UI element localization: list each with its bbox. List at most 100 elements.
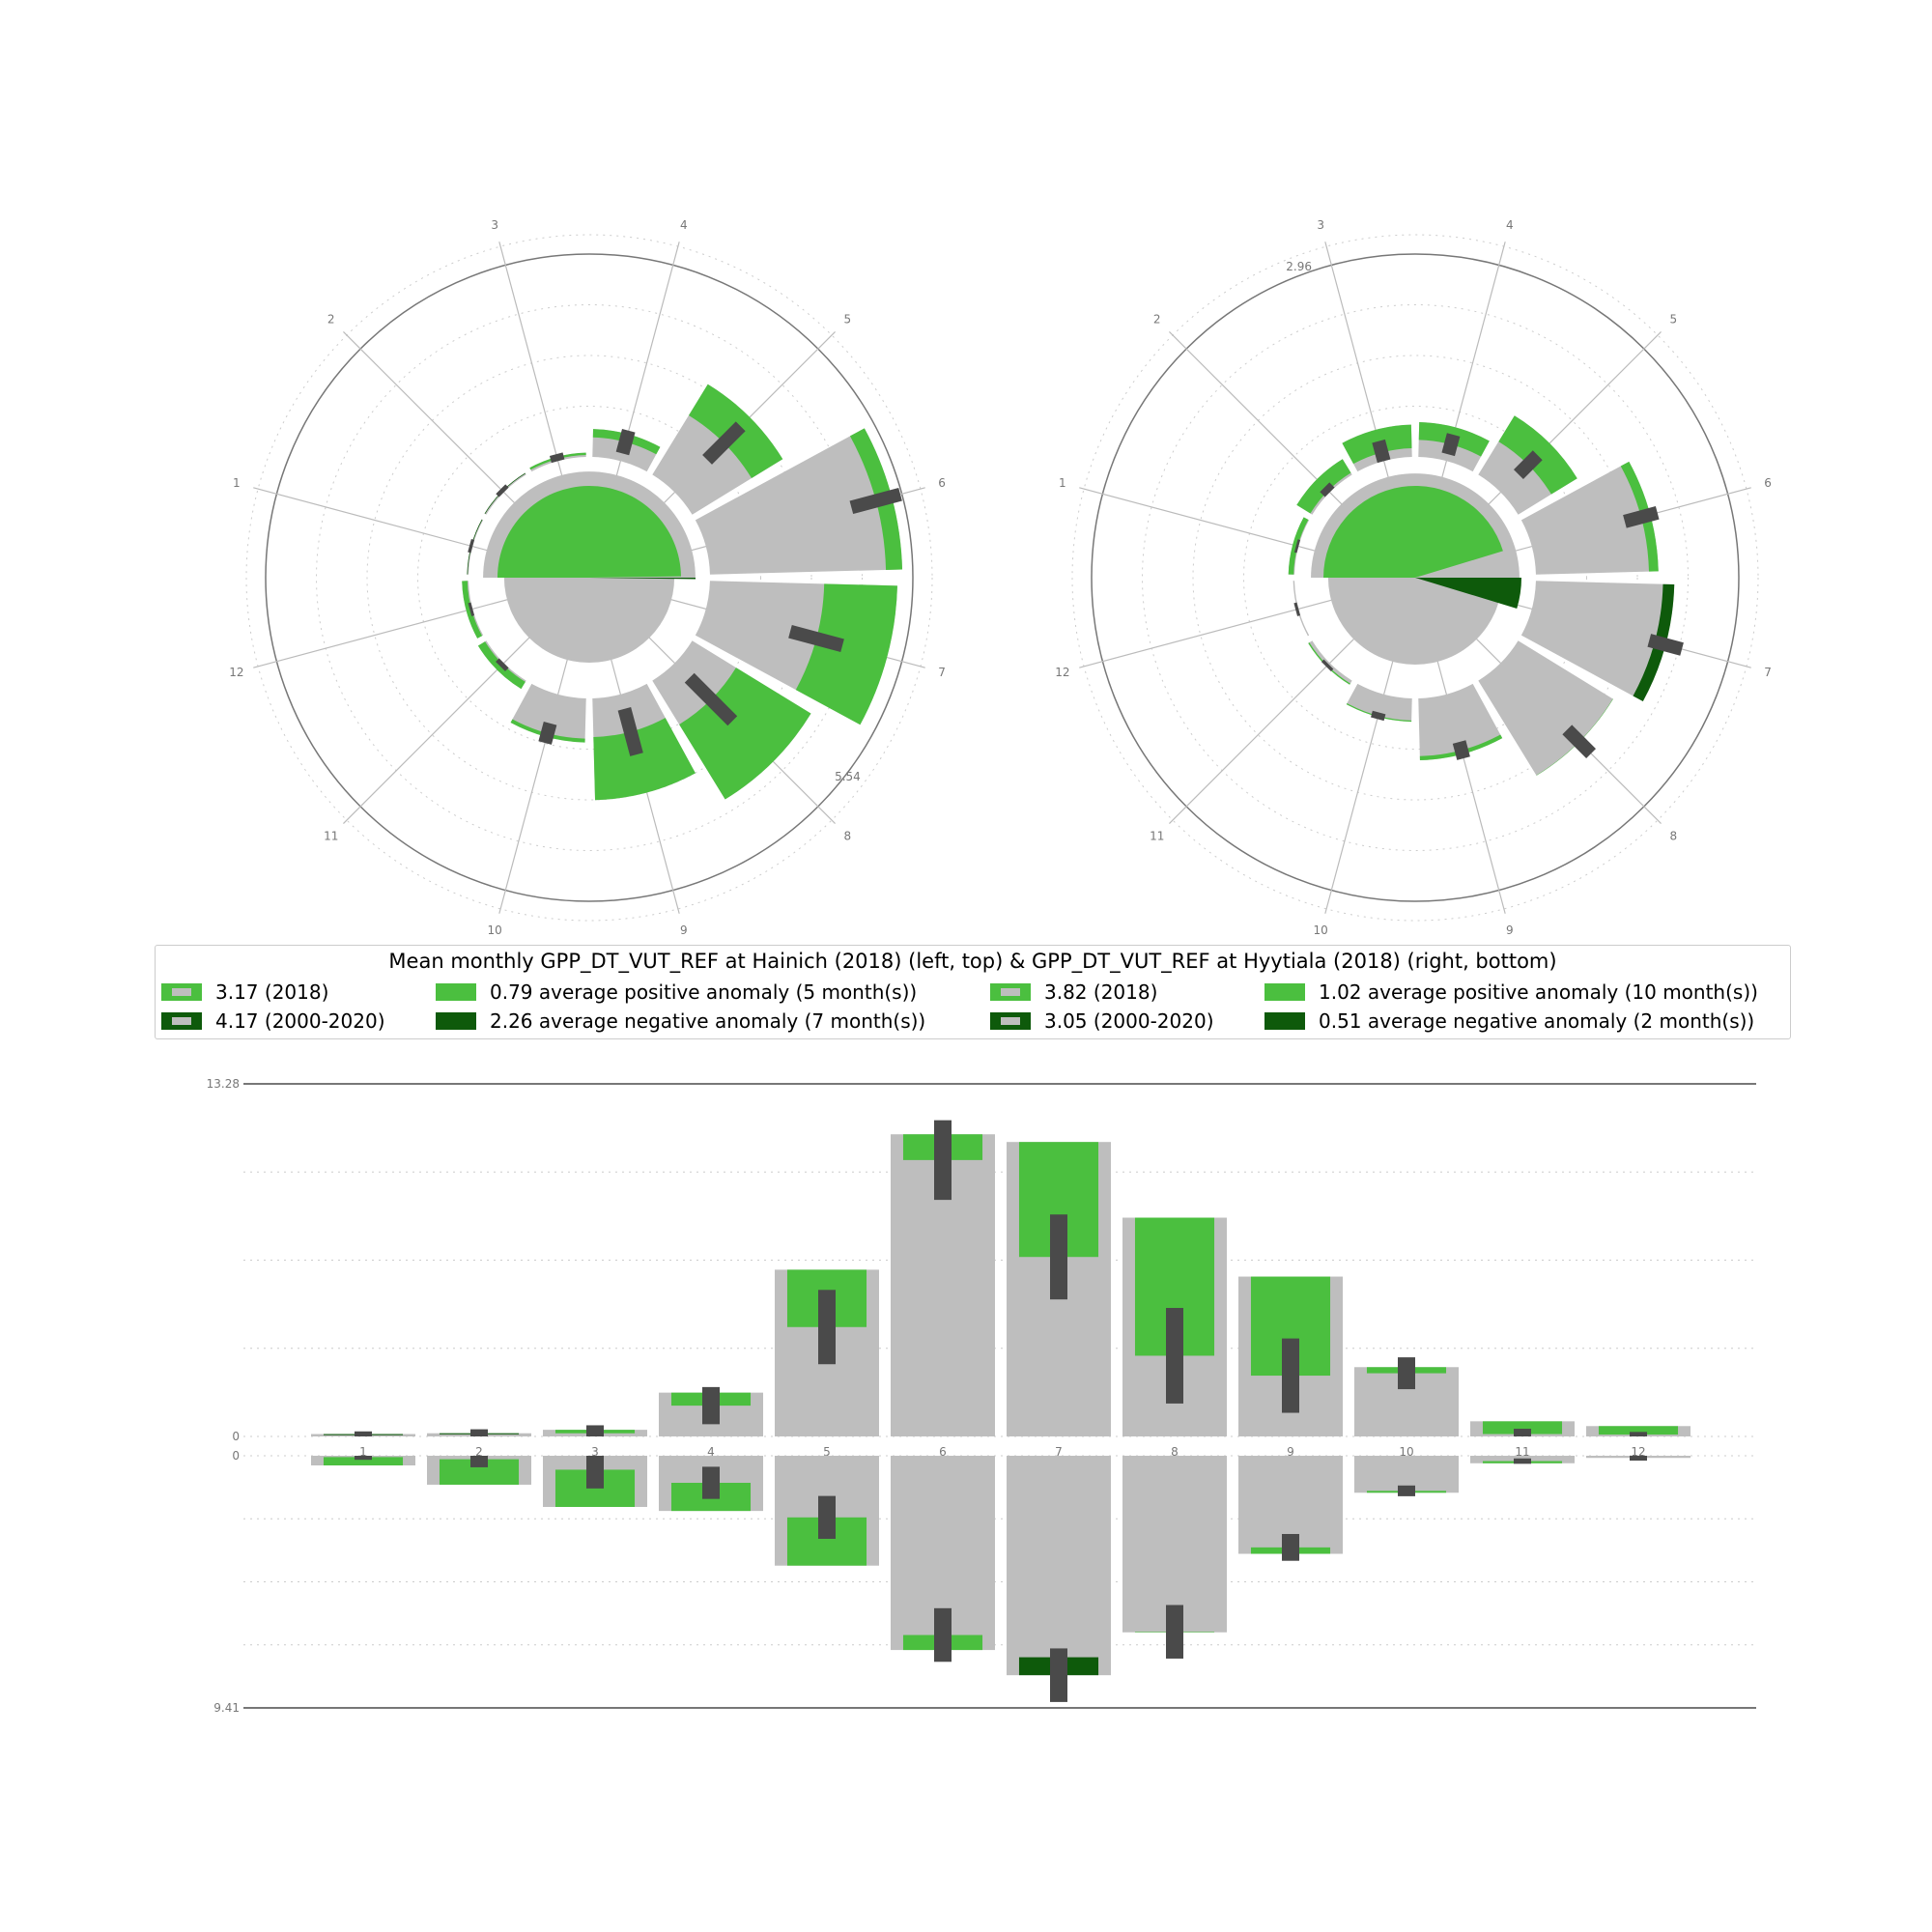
bar-x-tick: 2 bbox=[475, 1445, 483, 1459]
bar-y-tick: 9.41 bbox=[213, 1701, 240, 1715]
bar-y-tick: 0 bbox=[232, 1449, 240, 1463]
polar-month-label: 3 bbox=[491, 218, 498, 232]
bar-x-tick: 9 bbox=[1287, 1445, 1294, 1459]
polar-month-label: 9 bbox=[680, 923, 688, 937]
polar-month-label: 11 bbox=[1150, 829, 1164, 842]
polar-error-bar bbox=[1321, 659, 1334, 672]
legend-swatch bbox=[436, 1012, 476, 1030]
polar-month-label: 5 bbox=[1669, 313, 1677, 327]
polar-grid-circle bbox=[245, 234, 933, 922]
polar-error-bar bbox=[538, 722, 557, 745]
legend-label: 3.05 (2000-2020) bbox=[1044, 1009, 1214, 1033]
polar-grid-circle bbox=[1142, 304, 1689, 851]
bar-error-bar bbox=[1630, 1456, 1647, 1461]
polar-bar-anomaly-positive bbox=[593, 718, 696, 801]
polar-bar-actual bbox=[1293, 581, 1310, 637]
legend-title: Mean monthly GPP_DT_VUT_REF at Hainich (… bbox=[388, 950, 1557, 973]
polar-bar-anomaly-negative bbox=[1633, 583, 1675, 702]
polar-error-bar bbox=[1293, 539, 1301, 554]
polar-month-label: 5 bbox=[843, 313, 851, 327]
polar-grid-circle bbox=[1243, 406, 1587, 750]
polar-error-bar bbox=[1647, 634, 1684, 656]
polar-grid-circle bbox=[1071, 234, 1759, 922]
polar-error-bar bbox=[468, 539, 475, 554]
legend-item-hainich-negative: 2.26 average negative anomaly (7 month(s… bbox=[436, 1009, 925, 1033]
polar-error-bar bbox=[684, 672, 738, 726]
legend-swatch bbox=[161, 1012, 202, 1030]
bar-error-bar bbox=[1514, 1458, 1531, 1464]
bar-anomaly-positive bbox=[1598, 1426, 1679, 1435]
bar-error-bar bbox=[470, 1429, 488, 1436]
polar-grid-circle bbox=[417, 406, 761, 750]
polar-pie-positive bbox=[1323, 485, 1503, 578]
polar-bar-actual bbox=[1418, 683, 1503, 760]
polar-error-bar bbox=[615, 429, 636, 456]
bar-actual bbox=[1007, 1456, 1111, 1676]
polar-bar-actual bbox=[1520, 581, 1675, 702]
legend-item-hainich-2018: 3.17 (2018) bbox=[161, 980, 328, 1004]
polar-bar-anomaly-positive bbox=[795, 583, 897, 725]
bar-x-tick: 7 bbox=[1055, 1445, 1063, 1459]
polar-error-bar bbox=[788, 624, 844, 652]
polar-bar-actual bbox=[1478, 640, 1613, 776]
bar-anomaly-positive bbox=[1482, 1421, 1563, 1435]
polar-error-bar bbox=[617, 706, 643, 756]
bar-error-bar bbox=[355, 1431, 372, 1436]
polar-bar-anomaly-positive bbox=[462, 581, 483, 639]
legend-item-hainich-ref: 4.17 (2000-2020) bbox=[161, 1009, 385, 1033]
polar-month-label: 12 bbox=[1055, 666, 1069, 679]
polar-error-bar bbox=[1514, 450, 1543, 479]
polar-month-label: 4 bbox=[1506, 218, 1514, 232]
polar-bar-anomaly-positive bbox=[1296, 459, 1351, 514]
polar-bar-anomaly-positive bbox=[1620, 461, 1659, 572]
bar-error-bar bbox=[818, 1495, 836, 1539]
bar-error-bar bbox=[1166, 1605, 1183, 1659]
polar-bar-anomaly-positive bbox=[1419, 734, 1503, 760]
legend-label: 1.02 average positive anomaly (10 month(… bbox=[1319, 980, 1758, 1004]
bar-error-bar bbox=[1166, 1307, 1183, 1404]
polar-month-label: 8 bbox=[843, 829, 851, 842]
bar-error-bar bbox=[818, 1290, 836, 1365]
polar-bar-actual bbox=[1346, 683, 1412, 723]
polar-error-bar bbox=[1623, 506, 1660, 528]
bar-error-bar bbox=[702, 1466, 720, 1499]
polar-grid-circle bbox=[316, 304, 863, 851]
polar-month-label: 10 bbox=[488, 923, 502, 937]
legend-item-hyytiala-2018: 3.82 (2018) bbox=[990, 980, 1157, 1004]
legend: Mean monthly GPP_DT_VUT_REF at Hainich (… bbox=[155, 945, 1791, 1039]
polar-bar-actual bbox=[1308, 640, 1352, 685]
polar-error-bar bbox=[702, 421, 746, 465]
bar-y-tick: 13.28 bbox=[207, 1077, 240, 1091]
polar-month-label: 1 bbox=[1059, 476, 1066, 490]
polar-month-label: 7 bbox=[938, 666, 946, 679]
bar-x-tick: 6 bbox=[939, 1445, 947, 1459]
legend-swatch bbox=[1264, 1012, 1305, 1030]
bar-x-tick: 11 bbox=[1515, 1445, 1529, 1459]
bar-error-bar bbox=[586, 1425, 604, 1436]
legend-label: 3.82 (2018) bbox=[1044, 980, 1158, 1004]
legend-item-hyytiala-positive: 1.02 average positive anomaly (10 month(… bbox=[1264, 980, 1758, 1004]
polar-error-bar bbox=[1371, 710, 1386, 722]
legend-swatch bbox=[990, 983, 1031, 1001]
polar-annotation: 5.54 bbox=[835, 770, 861, 783]
bar-error-bar bbox=[1630, 1432, 1647, 1436]
bar-error-bar bbox=[702, 1386, 720, 1425]
polar-month-label: 7 bbox=[1764, 666, 1772, 679]
polar-outer-ring bbox=[1091, 253, 1740, 902]
legend-label: 3.17 (2018) bbox=[215, 980, 329, 1004]
bar-x-tick: 8 bbox=[1171, 1445, 1179, 1459]
polar-bar-actual bbox=[695, 428, 903, 575]
polar-month-label: 12 bbox=[229, 666, 243, 679]
bar-error-bar bbox=[1398, 1485, 1415, 1496]
polar-grid-circle bbox=[1192, 355, 1638, 801]
bar-error-bar bbox=[355, 1456, 372, 1461]
bar-error-bar bbox=[1514, 1429, 1531, 1436]
bar-x-tick: 10 bbox=[1399, 1445, 1413, 1459]
polar-bar-actual bbox=[529, 452, 586, 472]
polar-month-label: 9 bbox=[1506, 923, 1514, 937]
polar-error-bar bbox=[1320, 482, 1335, 497]
legend-swatch bbox=[436, 983, 476, 1001]
polar-bar-anomaly-positive bbox=[1288, 517, 1309, 575]
polar-month-label: 11 bbox=[324, 829, 338, 842]
polar-bar-actual bbox=[1520, 461, 1659, 575]
